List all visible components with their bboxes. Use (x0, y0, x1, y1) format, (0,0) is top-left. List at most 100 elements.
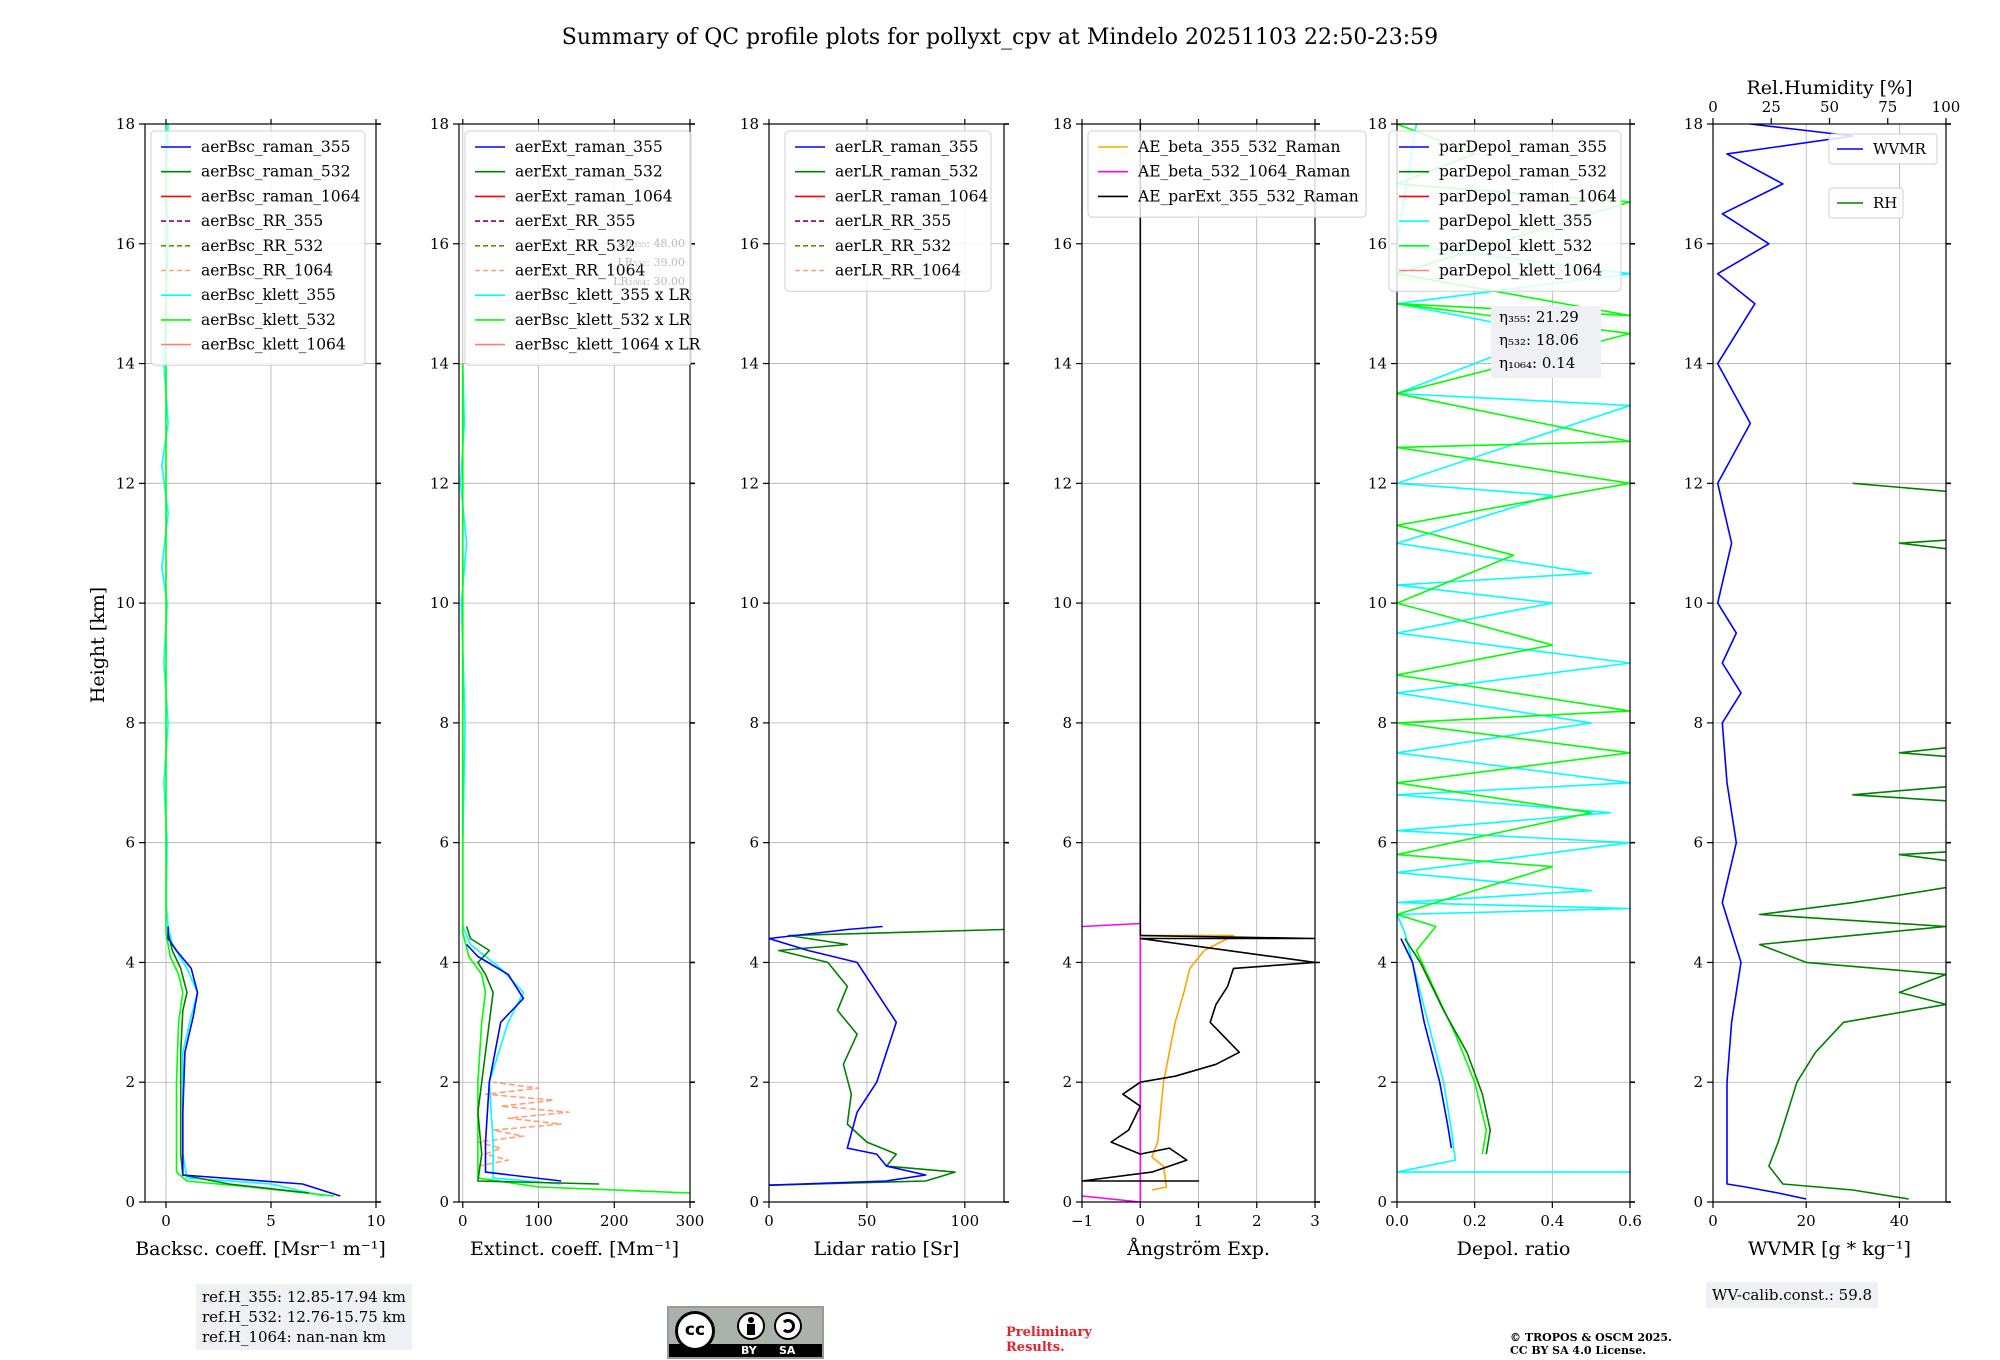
legend-label-parDepol_raman_355: parDepol_raman_355 (1439, 138, 1607, 156)
ytick-label-4: 8 (1377, 714, 1387, 732)
legend-label-aerLR_raman_355: aerLR_raman_355 (835, 138, 978, 156)
sa-arrow-ring (781, 1319, 795, 1333)
ytick-label-9: 18 (1053, 115, 1072, 133)
ytick-label-0: 0 (1693, 1193, 1703, 1211)
ytick-label-7: 14 (1368, 355, 1387, 373)
x-axis-label-bsc: Backsc. coeff. [Msr⁻¹ m⁻¹] (135, 1238, 386, 1260)
xtick-label-0: 0 (764, 1212, 774, 1230)
series-line-parDepol_raman_355 (1400, 938, 1453, 1149)
ytick-label-7: 14 (1053, 355, 1072, 373)
top-xtick-label-1: 25 (1762, 98, 1781, 116)
ytick-label-7: 14 (430, 355, 449, 373)
xtick-label-3: 300 (676, 1212, 705, 1230)
series-line-aerBsc_klett_532 (165, 124, 335, 1197)
legend-label-aerExt_RR_532: aerExt_RR_532 (515, 237, 636, 255)
top-xtick-label-3: 75 (1878, 98, 1897, 116)
ytick-label-0: 0 (125, 1193, 135, 1211)
ytick-label-5: 10 (1368, 594, 1387, 612)
series-line-aerLR_raman_355 (769, 925, 927, 1186)
ytick-label-0: 0 (1062, 1193, 1072, 1211)
ytick-label-8: 16 (430, 235, 449, 253)
xtick-label-2: 40 (1890, 1212, 1909, 1230)
legend-box-ext (464, 130, 692, 366)
series-line-aerBsc_klett_355 x LR (459, 363, 562, 1185)
legend-label-aerBsc_klett_355 x LR: aerBsc_klett_355 x LR (515, 286, 692, 304)
xtick-label-1: 20 (1797, 1212, 1816, 1230)
copyright-line-1: © TROPOS & OSCM 2025. (1510, 1331, 1672, 1344)
legend-label-parDepol_klett_355: parDepol_klett_355 (1439, 212, 1592, 230)
ytick-label-5: 10 (740, 594, 759, 612)
ytick-label-6: 12 (430, 474, 449, 492)
ytick-label-3: 6 (125, 834, 135, 852)
legend-label-aerBsc_klett_532: aerBsc_klett_532 (201, 311, 336, 329)
legend-box-depol (1388, 130, 1622, 292)
legend-label-WVMR: WVMR (1873, 140, 1927, 158)
ytick-label-5: 10 (1684, 594, 1703, 612)
legend-box-bsc (150, 130, 366, 366)
ytick-label-3: 6 (1062, 834, 1072, 852)
xtick-label-0: −1 (1071, 1212, 1093, 1230)
legend-box-lr (784, 130, 992, 292)
ref-height-1064: ref.H_1064: nan-nan km (202, 1328, 387, 1346)
xtick-label-0: 0 (161, 1212, 171, 1230)
series-line-RH (1758, 482, 1946, 1200)
legend-box-ae (1087, 130, 1367, 218)
x-axis-label-ae: Ångström Exp. (1126, 1238, 1270, 1260)
xtick-label-1: 100 (524, 1212, 553, 1230)
ytick-label-9: 18 (1684, 115, 1703, 133)
ytick-label-1: 2 (1377, 1073, 1387, 1091)
series-line-aerBsc_klett_532 x LR (462, 363, 690, 1194)
series-line-aerLR_raman_532 (769, 928, 1004, 1186)
axes-frame-depol (1396, 123, 1631, 1203)
lr-note-0: LR₃₅₅: 48.00 (617, 237, 685, 250)
panel-depol: 0 2 4 6 8 10 12 14 16 18 0.0 0.2 0.4 0.6 Depol. ratio p… (1368, 115, 1642, 1260)
xtick-label-2: 0.4 (1540, 1212, 1564, 1230)
by-person-head (748, 1317, 754, 1323)
xtick-label-2: 200 (600, 1212, 629, 1230)
xtick-label-4: 3 (1310, 1212, 1320, 1230)
legend-label-aerBsc_RR_1064: aerBsc_RR_1064 (201, 262, 333, 280)
xtick-label-2: 10 (366, 1212, 385, 1230)
ytick-label-6: 12 (1053, 474, 1072, 492)
xtick-label-0: 0 (458, 1212, 468, 1230)
legend-label-aerLR_raman_1064: aerLR_raman_1064 (835, 187, 988, 205)
ytick-label-6: 12 (116, 474, 135, 492)
legend-label-aerLR_RR_355: aerLR_RR_355 (835, 212, 951, 230)
ytick-label-1: 2 (125, 1073, 135, 1091)
axes-frame-ext (458, 123, 691, 1203)
ytick-label-2: 4 (749, 953, 759, 971)
cc-by-label: BY (741, 1344, 757, 1357)
ytick-label-9: 18 (740, 115, 759, 133)
legend-label-RH: RH (1873, 194, 1897, 212)
legend-label-aerBsc_RR_355: aerBsc_RR_355 (201, 212, 323, 230)
cc-sa-label: SA (779, 1344, 796, 1357)
xtick-label-1: 0 (1135, 1212, 1145, 1230)
by-person-icon (737, 1312, 765, 1340)
x-axis-label-ext: Extinct. coeff. [Mm⁻¹] (470, 1238, 679, 1260)
ytick-label-0: 0 (1377, 1193, 1387, 1211)
top-axis-label: Rel.Humidity [%] (1746, 77, 1912, 99)
preliminary-line-2: Results. (1006, 1340, 1065, 1355)
legend-label-aerExt_raman_532: aerExt_raman_532 (515, 163, 663, 181)
ytick-label-4: 8 (1693, 714, 1703, 732)
legend-label-aerExt_RR_355: aerExt_RR_355 (515, 212, 636, 230)
ytick-label-3: 6 (749, 834, 759, 852)
lr-note-2: LR₁₀₆₄: 30.00 (613, 275, 685, 288)
ytick-label-8: 16 (1053, 235, 1072, 253)
series-line-parDepol_raman_532 (1404, 938, 1491, 1155)
legend-label-AE_beta_532_1064_Raman: AE_beta_532_1064_Raman (1137, 163, 1350, 181)
panel-lr: 0 2 4 6 8 10 12 14 16 18 0 50 100 Lidar ratio [Sr] aer… (740, 115, 1009, 1260)
preliminary-line-1: Preliminary (1006, 1325, 1092, 1340)
ytick-label-5: 10 (1053, 594, 1072, 612)
xtick-label-2: 1 (1194, 1212, 1204, 1230)
lr-note-1: LR₅₃₂: 39.00 (617, 256, 685, 269)
series-group-ext (459, 363, 690, 1194)
xtick-label-3: 2 (1252, 1212, 1262, 1230)
ytick-label-6: 12 (1684, 474, 1703, 492)
ytick-label-4: 8 (749, 714, 759, 732)
legend-label-parDepol_klett_532: parDepol_klett_532 (1439, 237, 1592, 255)
ytick-label-5: 10 (116, 594, 135, 612)
ytick-label-8: 16 (1368, 235, 1387, 253)
ref-height-355: ref.H_355: 12.85-17.94 km (202, 1288, 406, 1306)
